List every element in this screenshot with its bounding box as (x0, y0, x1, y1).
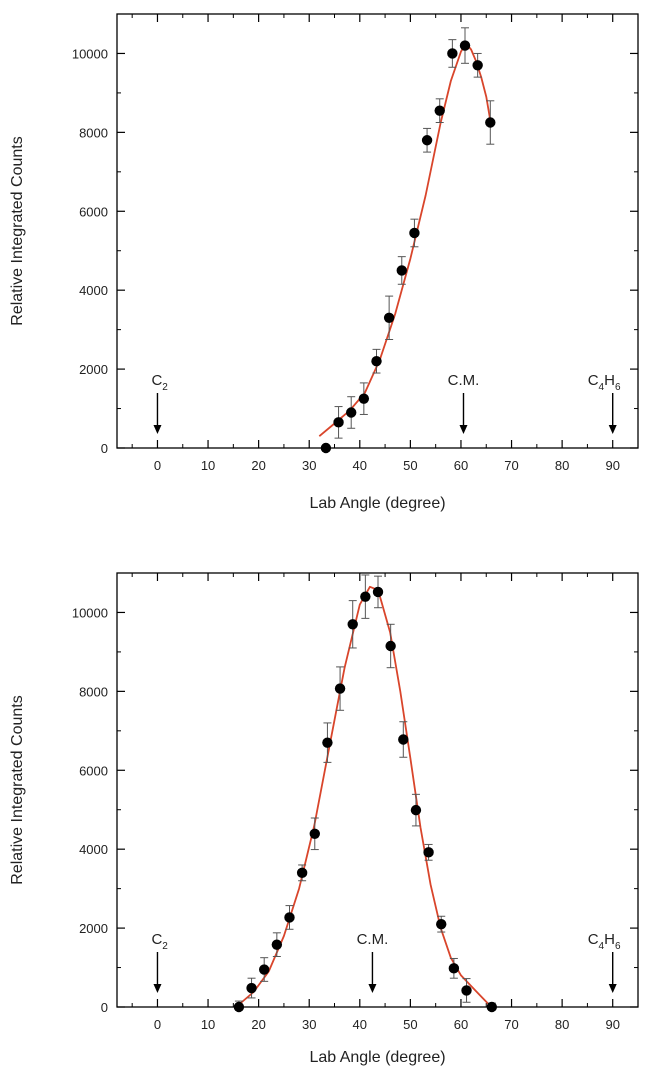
annotation-arrowhead (459, 425, 468, 434)
y-tick-label: 4000 (79, 842, 108, 857)
data-point (360, 591, 371, 602)
annotation-label: C2 (151, 372, 168, 393)
data-point (271, 939, 283, 950)
data-point (320, 442, 332, 454)
annotation-sub-2: 6 (615, 941, 621, 952)
x-tick-label: 90 (605, 458, 619, 473)
data-point (296, 867, 308, 879)
data-point (447, 48, 458, 59)
annotation-label: C4H6 (588, 372, 621, 393)
data-point (448, 963, 460, 974)
annotation-sub: 2 (162, 941, 168, 952)
data-point (345, 407, 357, 418)
x-tick-label: 80 (555, 1017, 569, 1032)
x-tick-label: 0 (154, 1017, 161, 1032)
y-tick-label: 0 (101, 1000, 108, 1015)
x-tick-label: 60 (454, 458, 468, 473)
annotation-main: C (151, 372, 162, 389)
x-tick-label: 50 (403, 1017, 417, 1032)
plot-frame (116, 13, 639, 449)
data-point (398, 734, 409, 745)
x-axis-title: Lab Angle (degree) (309, 1049, 445, 1066)
data-point (486, 1001, 498, 1013)
data-point (371, 356, 382, 367)
y-tick-label: 0 (101, 441, 108, 456)
annotation-arrowhead (153, 984, 162, 993)
x-tick-label: 60 (454, 1017, 468, 1032)
annotation-arrowhead (153, 425, 162, 434)
annotation-arrowhead (608, 984, 617, 993)
data-point (421, 135, 433, 146)
annotation-sub: 2 (162, 382, 168, 393)
data-point (472, 60, 483, 71)
y-tick-label: 10000 (72, 46, 108, 61)
annotation-sub: 4 (599, 382, 605, 393)
plot-frame (116, 572, 639, 1008)
data-point (233, 1001, 245, 1013)
x-tick-label: 10 (201, 1017, 215, 1032)
y-tick-label: 4000 (79, 283, 108, 298)
data-point (436, 918, 447, 930)
x-axis-title: Lab Angle (degree) (309, 495, 445, 512)
data-point (322, 737, 333, 748)
data-point (347, 619, 358, 630)
data-point (358, 393, 370, 404)
data-point (284, 912, 295, 923)
chart-panel-2: 0 10 20 30 40 50 60 70 80 90 0 2000 4000 6000 8000 1000… (9, 572, 639, 1066)
data-point (396, 265, 407, 276)
annotation-label: C.M. (448, 372, 480, 389)
data-point (385, 640, 396, 652)
x-tick-label: 90 (605, 1017, 619, 1032)
y-tick-label: 10000 (72, 605, 108, 620)
annotation-main: C (151, 931, 162, 948)
chart-panel-1: 0 10 20 30 40 50 60 70 80 90 0 2000 4000 6000 8000 1000… (9, 13, 639, 512)
y-tick-label: 6000 (79, 763, 108, 778)
y-tick-label: 8000 (79, 684, 108, 699)
data-point (246, 982, 257, 994)
annotation-arrowhead (608, 425, 617, 434)
x-tick-label: 40 (353, 1017, 367, 1032)
annotation-sub: 4 (599, 941, 605, 952)
annotation-main-2: H (604, 931, 615, 948)
y-tick-label: 2000 (79, 362, 108, 377)
y-tick-label: 8000 (79, 125, 108, 140)
data-point (485, 117, 496, 128)
annotation-sub-2: 6 (615, 382, 621, 393)
annotation-arrowhead (368, 984, 377, 993)
annotation-main: C (588, 931, 599, 948)
data-point (334, 683, 346, 694)
x-tick-label: 20 (251, 458, 265, 473)
data-point (258, 964, 270, 975)
data-point (372, 586, 384, 598)
data-point (410, 804, 422, 816)
x-tick-label: 30 (302, 458, 316, 473)
data-point (383, 312, 395, 323)
x-tick-label: 70 (504, 458, 518, 473)
annotation-label: C.M. (357, 931, 389, 948)
annotation-label: C2 (151, 931, 168, 952)
annotation-main-2: H (604, 372, 615, 389)
x-tick-label: 50 (403, 458, 417, 473)
data-point (459, 40, 471, 51)
data-point (309, 828, 320, 839)
annotation-main: C (588, 372, 599, 389)
y-axis-title: Relative Integrated Counts (9, 136, 26, 325)
y-axis-title: Relative Integrated Counts (9, 695, 26, 884)
x-tick-label: 70 (504, 1017, 518, 1032)
data-point (333, 417, 344, 428)
y-tick-label: 2000 (79, 921, 108, 936)
data-point (434, 105, 445, 116)
x-tick-label: 20 (251, 1017, 265, 1032)
data-point (461, 985, 472, 996)
x-tick-label: 40 (353, 458, 367, 473)
data-point (409, 227, 420, 239)
x-tick-label: 0 (154, 458, 161, 473)
annotation-label: C4H6 (588, 931, 621, 952)
data-point (423, 847, 434, 858)
x-tick-label: 80 (555, 458, 569, 473)
x-tick-label: 10 (201, 458, 215, 473)
y-tick-label: 6000 (79, 204, 108, 219)
x-tick-label: 30 (302, 1017, 316, 1032)
